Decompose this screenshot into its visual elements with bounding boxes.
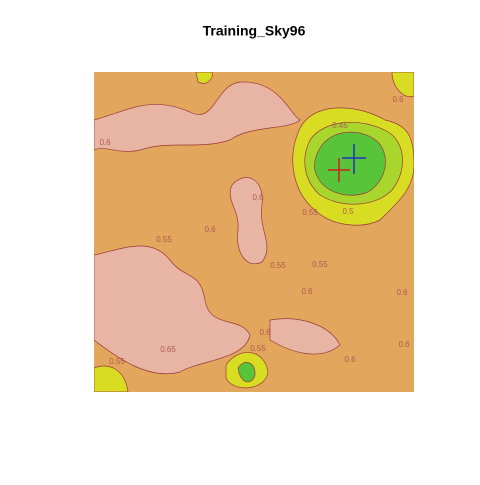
contour-label: 0.6 xyxy=(301,287,313,296)
contour-region xyxy=(391,72,414,98)
contour-label: 0.55 xyxy=(156,235,172,244)
contour-label: 0.6 xyxy=(259,328,271,337)
contour-label: 0.55 xyxy=(302,208,318,217)
contour-region xyxy=(94,245,251,375)
contour-label: 0.6 xyxy=(99,138,111,147)
contour-label: 0.6 xyxy=(392,95,404,104)
contour-label: 0.65 xyxy=(160,345,176,354)
contour-region xyxy=(195,72,213,84)
contour-region xyxy=(314,131,386,196)
contour-label: 0.55 xyxy=(312,260,328,269)
contour-label: 0.55 xyxy=(109,357,125,366)
contour-label: 0.45 xyxy=(332,121,348,130)
contour-label: 0.6 xyxy=(204,225,216,234)
contour-label: 0.6 xyxy=(398,340,410,349)
contour-label: 0.55 xyxy=(270,261,286,270)
contour-region xyxy=(229,177,268,265)
contour-label: 0.6 xyxy=(252,193,264,202)
contour-region xyxy=(94,81,301,152)
chart-title: Training_Sky96 xyxy=(203,23,306,39)
contour-region xyxy=(269,318,341,355)
contour-label: 0.5 xyxy=(342,207,354,216)
markers xyxy=(328,144,366,182)
contour-label: 0.6 xyxy=(396,288,408,297)
contour-label: 0.55 xyxy=(250,344,266,353)
contour-region xyxy=(94,365,129,392)
contour-region xyxy=(237,362,256,383)
contour-label: 0.6 xyxy=(344,355,356,364)
